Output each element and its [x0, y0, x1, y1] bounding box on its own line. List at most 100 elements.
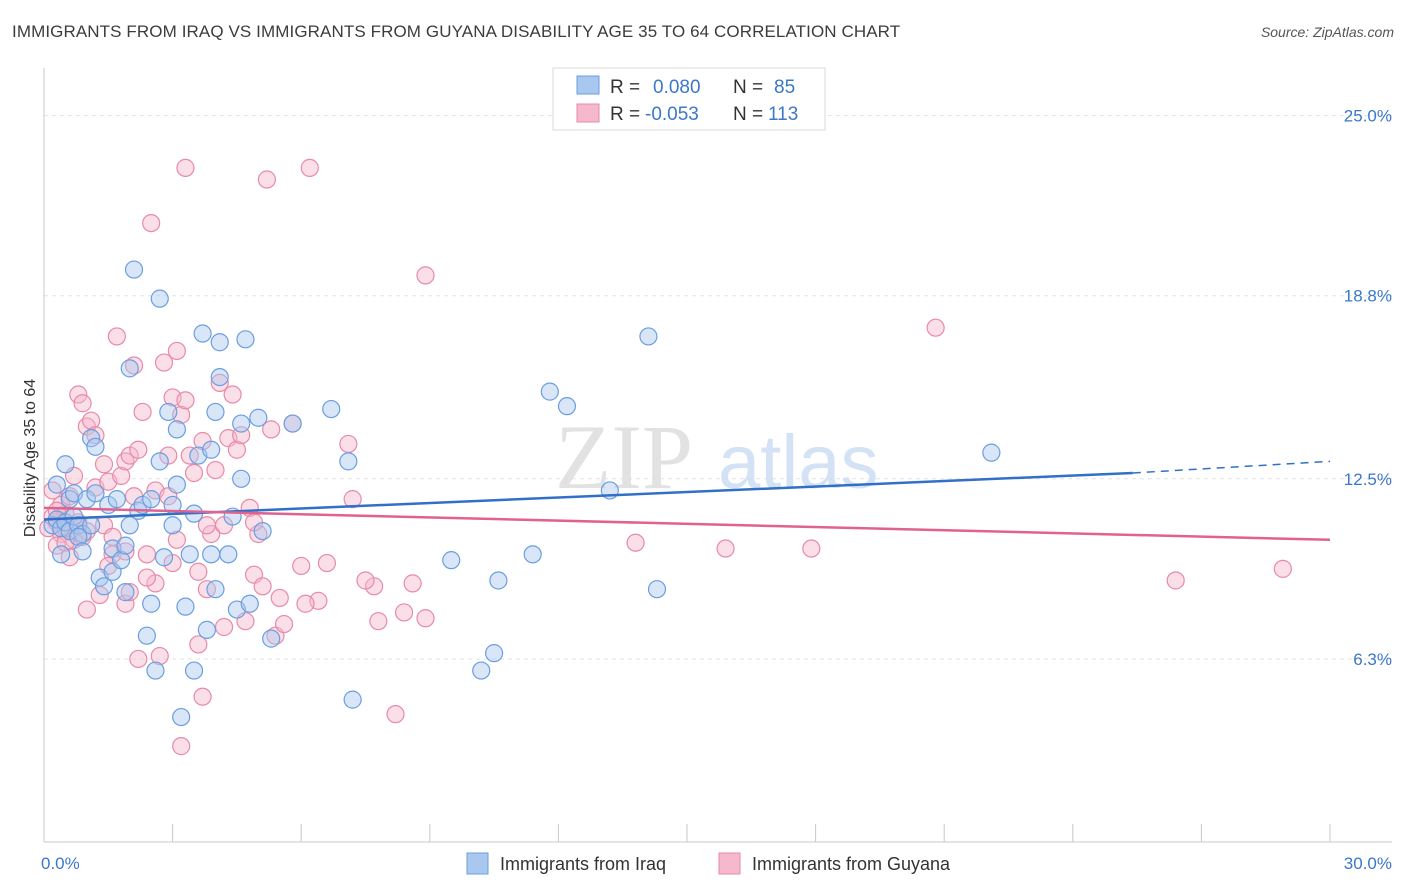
iraq-point [206, 580, 225, 599]
iraq-point [253, 521, 272, 541]
iraq-point [210, 333, 229, 352]
iraq-point [176, 597, 195, 616]
iraq-point [82, 429, 101, 448]
iraq-point [94, 577, 114, 596]
iraq-point [639, 327, 658, 346]
y-tick-labels: 6.3% 12.5% 18.8% 25.0% [1344, 107, 1392, 669]
iraq-trend-extension [1132, 460, 1331, 474]
guyana-point [167, 530, 186, 549]
iraq-point [159, 402, 178, 422]
watermark-zip: ZIP [555, 406, 693, 508]
iraq-point [982, 443, 1001, 462]
legend-r-label-1: R = [610, 77, 640, 98]
iraq-point [124, 260, 144, 279]
guyana-point [300, 158, 319, 177]
guyana-point [292, 556, 311, 576]
iraq-point [154, 548, 174, 567]
guyana-point [317, 553, 337, 573]
guyana-point [394, 603, 414, 622]
iraq-point [47, 475, 66, 494]
guyana-point [137, 545, 156, 564]
legend-n-label-2: N = [733, 104, 763, 125]
iraq-point [112, 551, 131, 570]
guyana-point [369, 612, 388, 631]
guyana-point [253, 577, 272, 596]
guyana-point [107, 327, 126, 346]
guyana-point [403, 574, 422, 593]
guyana-point [77, 600, 96, 619]
x-tick-labels: 0.0% 30.0% [41, 854, 1392, 873]
iraq-point [172, 707, 191, 727]
iraq-point [52, 545, 71, 564]
guyana-point [386, 705, 405, 724]
guyana-point [69, 385, 88, 404]
bottom-legend-swatch-iraq [466, 852, 489, 875]
iraq-point [540, 382, 559, 401]
guyana-point [197, 516, 216, 535]
iraq-point [489, 571, 508, 590]
iraq-point [485, 644, 504, 663]
legend-swatch-guyana [576, 103, 600, 123]
guyana-point [129, 440, 148, 459]
guyana-point [176, 391, 195, 410]
guyana-point [274, 614, 294, 634]
iraq-point [219, 545, 238, 564]
iraq-point [240, 594, 259, 613]
iraq-point [107, 490, 126, 509]
iraq-point [322, 399, 341, 419]
guyana-point [129, 649, 148, 669]
y-tick-label: 25.0% [1344, 107, 1392, 126]
iraq-point [197, 620, 216, 639]
guyana-point [214, 617, 234, 637]
legend-r-label-2: R = [610, 104, 640, 125]
iraq-point [56, 455, 75, 474]
iraq-point [146, 661, 165, 680]
iraq-point [232, 469, 251, 488]
iraq-point [283, 414, 302, 433]
guyana-point [926, 318, 945, 337]
guyana-trend-line [43, 506, 1331, 542]
iraq-point [167, 420, 186, 439]
legend-n-value-1: 85 [774, 77, 795, 98]
guyana-point [227, 440, 246, 459]
iraq-point [137, 626, 156, 645]
guyana-point [184, 463, 204, 483]
iraq-point [142, 490, 161, 509]
iraq-point [472, 661, 491, 680]
guyana-point [172, 737, 191, 756]
axes [43, 68, 1392, 843]
guyana-point [626, 533, 645, 552]
guyana-point [137, 568, 156, 587]
guyana-point [189, 635, 208, 654]
guyana-point [802, 539, 821, 558]
iraq-point [202, 440, 221, 459]
trend-lines [43, 460, 1331, 542]
guyana-point [356, 571, 375, 590]
x-tick-label: 0.0% [41, 854, 80, 873]
guyana-point [73, 394, 92, 413]
iraq-point [210, 367, 229, 387]
guyana-point [120, 583, 139, 602]
iraq-points [43, 260, 1001, 727]
guyana-point [257, 170, 277, 189]
watermark-atlas: atlas [718, 420, 879, 505]
guyana-point [210, 373, 229, 393]
y-axis-label: Disability Age 35 to 64 [22, 379, 39, 537]
guyana-point [154, 353, 174, 372]
guyana-point [1166, 571, 1185, 590]
iraq-point [167, 475, 186, 494]
iraq-point [180, 545, 199, 564]
x-tick-label: 30.0% [1344, 854, 1392, 873]
y-tick-label: 18.8% [1344, 287, 1392, 306]
iraq-point [232, 414, 251, 433]
bottom-legend-swatch-guyana [718, 852, 741, 875]
iraq-point [202, 545, 221, 564]
iraq-point [116, 583, 135, 602]
iraq-point [142, 594, 161, 613]
guyana-point [1273, 559, 1292, 578]
guyana-point [150, 646, 169, 666]
iraq-point [150, 289, 169, 308]
guyana-point [206, 460, 225, 480]
guyana-point [133, 402, 152, 422]
